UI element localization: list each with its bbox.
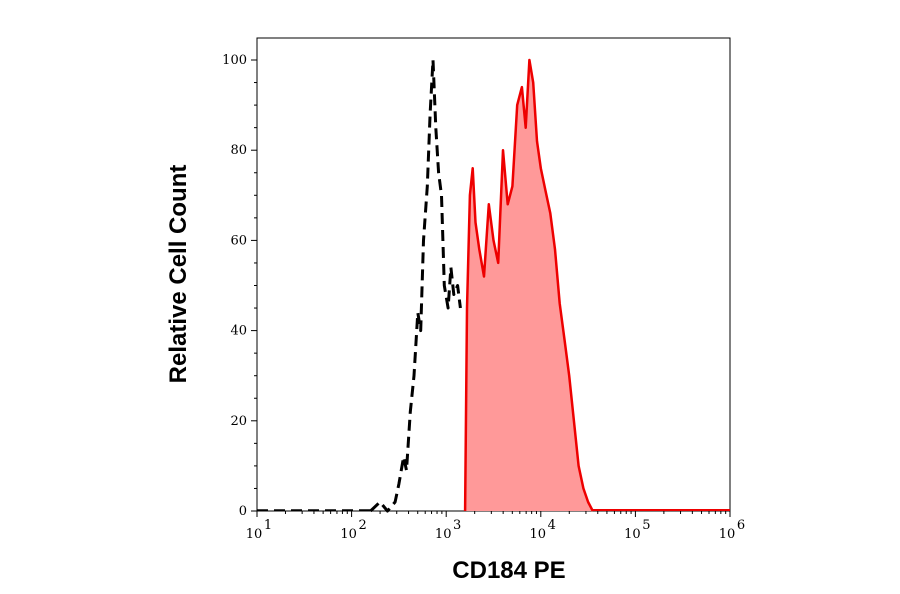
y-tick-label: 100 bbox=[222, 53, 247, 68]
series-0-line bbox=[369, 58, 462, 513]
x-tick-exponent: 2 bbox=[358, 518, 366, 533]
x-tick-exponent: 5 bbox=[642, 518, 650, 533]
series-1-area bbox=[465, 60, 593, 511]
x-tick-label: 10 bbox=[246, 527, 263, 542]
x-tick-label: 10 bbox=[340, 527, 357, 542]
x-tick-exponent: 4 bbox=[548, 518, 556, 533]
y-tick-label: 40 bbox=[230, 324, 247, 339]
x-tick-exponent: 3 bbox=[453, 518, 461, 533]
y-tick-label: 0 bbox=[239, 504, 247, 519]
x-tick-label: 10 bbox=[624, 527, 641, 542]
x-axis-title: CD184 PE bbox=[452, 557, 565, 584]
y-axis: 0 20 40 60 80 100 bbox=[222, 53, 257, 519]
y-tick-label: 60 bbox=[230, 233, 247, 248]
series-1-line bbox=[463, 58, 594, 512]
x-tick-exponent: 1 bbox=[264, 518, 272, 533]
x-tick-label: 10 bbox=[719, 527, 736, 542]
x-tick-exponent: 6 bbox=[737, 518, 745, 533]
x-tick-label: 10 bbox=[435, 527, 452, 542]
series-layer bbox=[257, 58, 730, 513]
x-tick-label: 10 bbox=[530, 527, 547, 542]
y-tick-label: 20 bbox=[230, 414, 247, 429]
y-axis-title: Relative Cell Count bbox=[165, 165, 192, 384]
y-tick-label: 80 bbox=[230, 143, 247, 158]
